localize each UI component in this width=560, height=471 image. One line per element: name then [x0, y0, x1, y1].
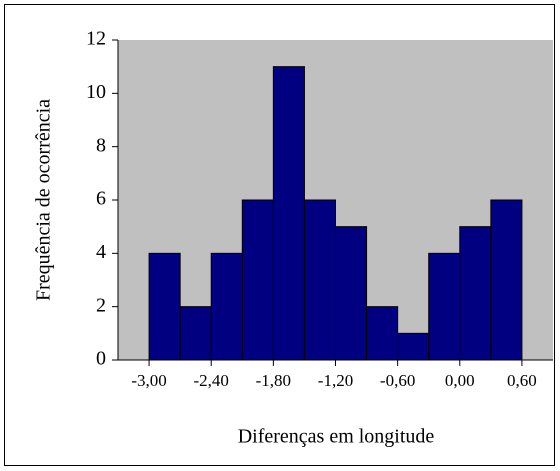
y-tick-label: 2 [96, 294, 106, 316]
bar [459, 226, 492, 361]
y-tick-label: 0 [96, 348, 106, 370]
x-axis-title: Diferenças em longitude [238, 426, 435, 448]
x-tick-label: -1,80 [256, 371, 291, 390]
bar [490, 199, 523, 361]
x-tick-label: -3,00 [131, 371, 166, 390]
x-tick-label: -0,60 [380, 371, 415, 390]
bar [148, 252, 181, 361]
y-tick-label: 10 [86, 81, 106, 103]
x-tick-label: -2,40 [194, 371, 229, 390]
bar [397, 332, 430, 361]
bar [366, 306, 399, 361]
bar [428, 252, 461, 361]
x-tick-label: 0,00 [445, 371, 475, 390]
y-tick-label: 12 [86, 28, 106, 50]
bar [303, 199, 336, 361]
bar [210, 252, 243, 361]
y-axis-title: Frequência de ocorrência [33, 99, 55, 301]
x-tick-label: 0,60 [507, 371, 537, 390]
bar [179, 306, 212, 361]
bar [272, 66, 305, 361]
bar [241, 199, 274, 361]
y-tick-label: 4 [96, 241, 106, 263]
x-tick-label: -1,20 [318, 371, 353, 390]
bar [335, 226, 368, 361]
y-tick-label: 8 [96, 134, 106, 156]
y-tick-label: 6 [96, 188, 106, 210]
